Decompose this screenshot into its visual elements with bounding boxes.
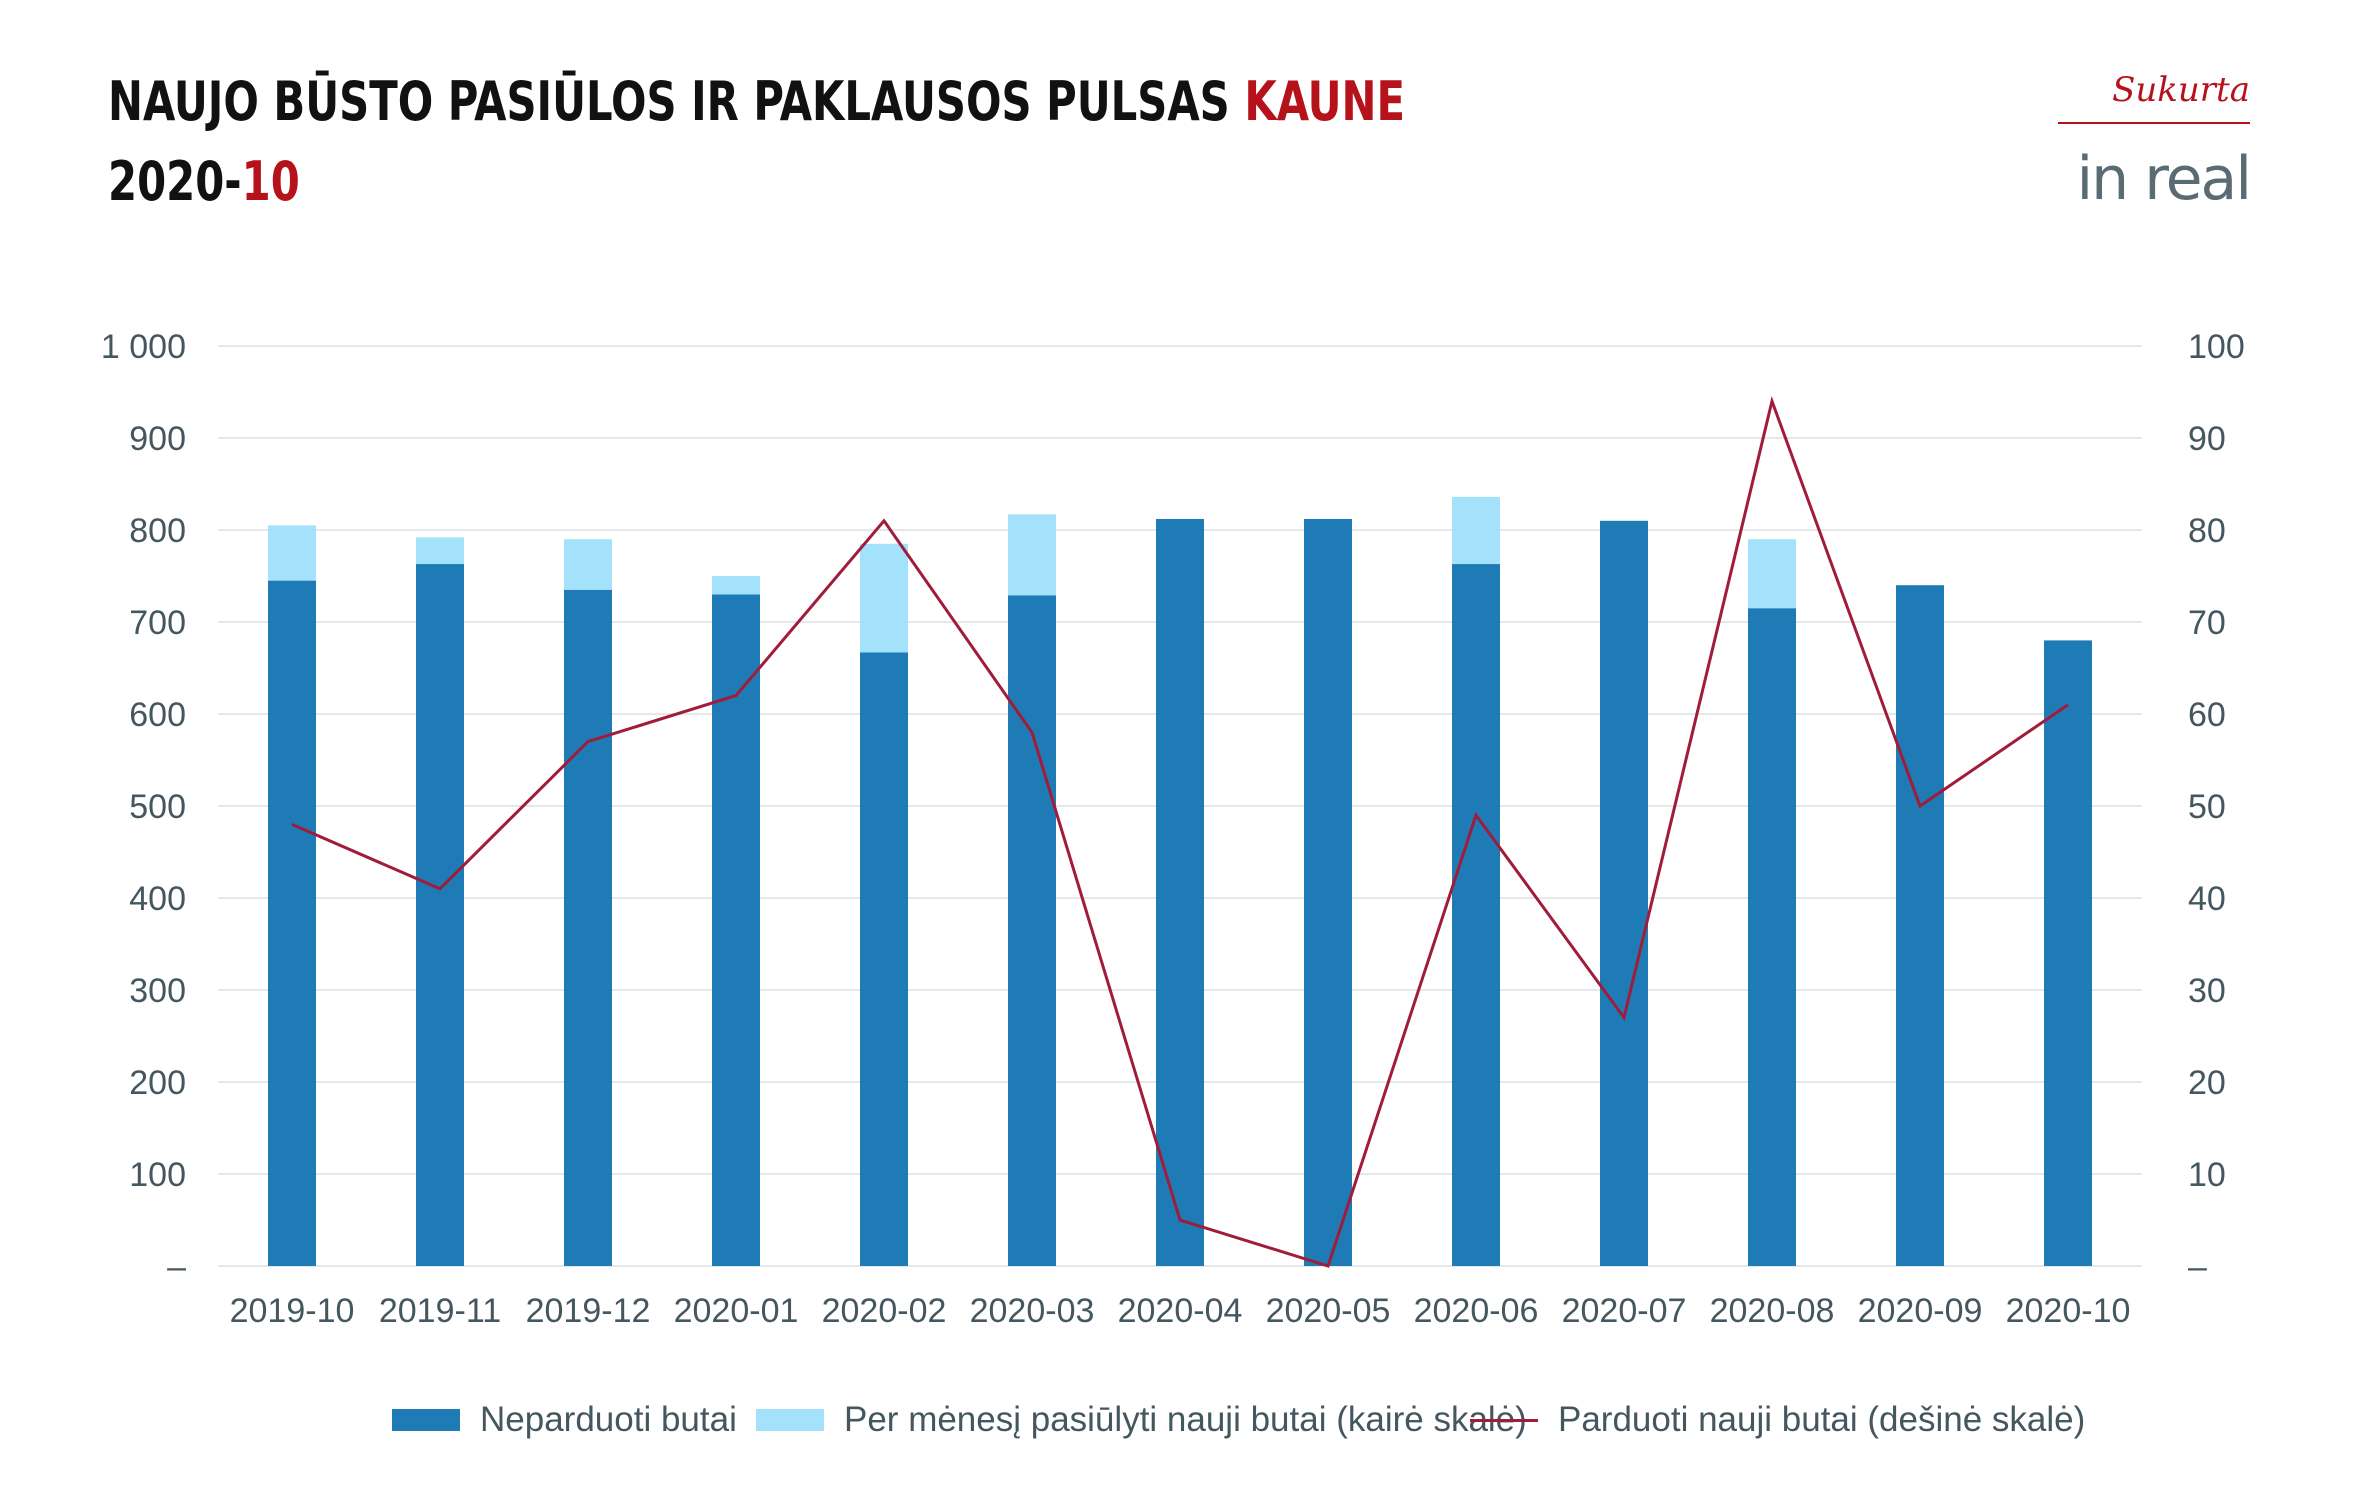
legend-label-unsold: Neparduoti butai <box>480 1400 737 1439</box>
x-tick-label: 2019-12 <box>526 1292 651 1330</box>
bar-series <box>268 496 2092 1266</box>
left-tick-label: 700 <box>129 604 186 642</box>
left-tick-label: 200 <box>129 1064 186 1102</box>
bar-unsold <box>564 589 612 1266</box>
right-tick-label: 90 <box>2188 420 2226 458</box>
right-axis-ticks: – 10 20 30 40 50 60 70 80 90 100 <box>2188 328 2245 1286</box>
right-tick-label: – <box>2188 1248 2207 1286</box>
bar-unsold <box>1452 564 1500 1266</box>
bar-unsold <box>1008 595 1056 1266</box>
x-axis-ticks: 2019-10 2019-11 2019-12 2020-01 2020-02 2020-… <box>230 1292 2131 1330</box>
title-block: NAUJO BŪSTO PASIŪLOS IR PAKLAUSOS PULSAS… <box>108 62 1616 222</box>
legend-swatch-unsold <box>392 1409 460 1431</box>
line-series <box>291 396 2069 1268</box>
bar-unsold <box>1600 520 1648 1266</box>
subtitle-year-text: 2020- <box>108 150 242 213</box>
logo-tagline: Sukurta <box>2112 70 2250 110</box>
left-tick-label: 500 <box>129 788 186 826</box>
left-tick-label: 800 <box>129 512 186 550</box>
bar-new-offers <box>1452 496 1500 565</box>
left-tick-label: 100 <box>129 1156 186 1194</box>
x-tick-label: 2020-09 <box>1858 1292 1983 1330</box>
logo-brand: in real <box>2076 144 2252 214</box>
x-tick-label: 2020-03 <box>970 1292 1095 1330</box>
bar-new-offers <box>416 537 464 565</box>
left-tick-label: 400 <box>129 880 186 918</box>
x-tick-label: 2020-08 <box>1710 1292 1835 1330</box>
right-tick-label: 100 <box>2188 328 2245 366</box>
right-tick-label: 50 <box>2188 788 2226 826</box>
logo-underline <box>2058 122 2250 124</box>
right-tick-label: 10 <box>2188 1156 2226 1194</box>
title-main-text: NAUJO BŪSTO PASIŪLOS IR PAKLAUSOS PULSAS <box>108 70 1245 133</box>
bar-new-offers <box>1008 514 1056 596</box>
right-tick-label: 60 <box>2188 696 2226 734</box>
legend-item-unsold: Neparduoti butai <box>392 1392 737 1448</box>
bar-new-offers <box>860 543 908 653</box>
bar-new-offers <box>1748 539 1796 609</box>
bar-unsold <box>712 594 760 1266</box>
subtitle-month-text: 10 <box>241 150 300 213</box>
title-city-text: KAUNE <box>1244 70 1406 133</box>
bar-unsold <box>1304 518 1352 1266</box>
right-tick-label: 30 <box>2188 972 2226 1010</box>
bar-unsold <box>268 580 316 1266</box>
left-tick-label: 1 000 <box>101 328 186 366</box>
bar-new-offers <box>712 576 760 595</box>
bar-unsold <box>1156 518 1204 1266</box>
right-tick-label: 80 <box>2188 512 2226 550</box>
bar-unsold <box>2044 640 2092 1266</box>
x-tick-label: 2020-05 <box>1266 1292 1391 1330</box>
legend-item-sold: Parduoti nauji butai (dešinė skalė) <box>1470 1392 2085 1448</box>
legend-swatch-sold <box>1470 1418 1538 1422</box>
x-tick-label: 2019-10 <box>230 1292 355 1330</box>
brand-logo: Sukurta in real <box>2040 70 2252 214</box>
x-tick-label: 2020-10 <box>2006 1292 2131 1330</box>
legend-label-new-offers: Per mėnesį pasiūlyti nauji butai (kairė … <box>844 1400 1527 1439</box>
page-title: NAUJO BŪSTO PASIŪLOS IR PAKLAUSOS PULSAS… <box>108 62 1405 142</box>
x-tick-label: 2020-06 <box>1414 1292 1539 1330</box>
bar-new-offers <box>564 539 612 590</box>
bar-new-offers <box>268 525 316 581</box>
right-tick-label: 70 <box>2188 604 2226 642</box>
left-tick-label: 300 <box>129 972 186 1010</box>
page-subtitle: 2020-10 <box>108 142 1405 222</box>
left-tick-label: 600 <box>129 696 186 734</box>
x-tick-label: 2020-02 <box>822 1292 947 1330</box>
x-tick-label: 2020-04 <box>1118 1292 1243 1330</box>
left-axis-ticks: – 100 200 300 400 500 600 700 800 900 1 000 <box>101 328 186 1286</box>
legend-item-new-offers: Per mėnesį pasiūlyti nauji butai (kairė … <box>756 1392 1527 1448</box>
bar-unsold <box>860 652 908 1266</box>
line-sold <box>291 396 2069 1268</box>
x-tick-label: 2020-01 <box>674 1292 799 1330</box>
legend-swatch-new-offers <box>756 1409 824 1431</box>
right-tick-label: 40 <box>2188 880 2226 918</box>
legend-label-sold: Parduoti nauji butai (dešinė skalė) <box>1558 1400 2086 1439</box>
left-tick-label: – <box>167 1248 186 1286</box>
x-tick-label: 2020-07 <box>1562 1292 1687 1330</box>
bar-unsold <box>416 564 464 1266</box>
bar-unsold <box>1896 585 1944 1266</box>
bar-unsold <box>1748 608 1796 1266</box>
x-tick-label: 2019-11 <box>379 1292 501 1330</box>
left-tick-label: 900 <box>129 420 186 458</box>
right-tick-label: 20 <box>2188 1064 2226 1102</box>
legend: Neparduoti butai Per mėnesį pasiūlyti na… <box>0 1392 2371 1452</box>
